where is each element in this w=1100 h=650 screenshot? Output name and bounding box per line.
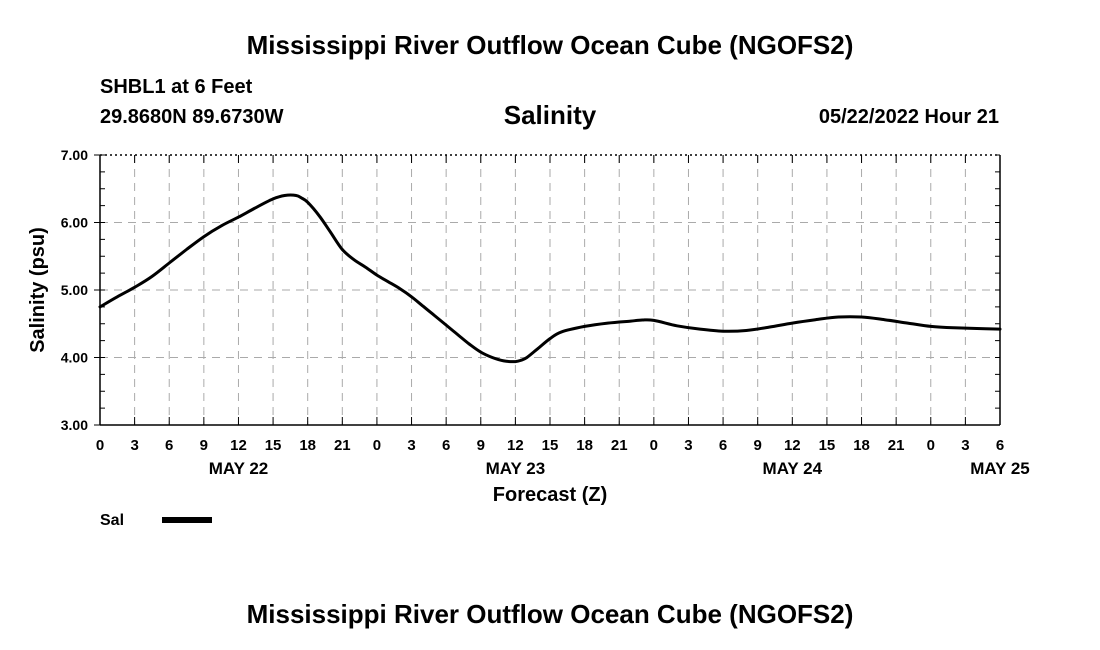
date-label: MAY 25 [970, 459, 1030, 478]
x-tick-label: 0 [96, 437, 104, 454]
x-tick-label: 3 [407, 437, 415, 454]
figure-title: Mississippi River Outflow Ocean Cube (NG… [246, 30, 854, 60]
station-coordinates: 29.8680N 89.6730W [100, 106, 284, 128]
x-tick-label: 15 [265, 437, 282, 454]
x-tick-label: 12 [507, 437, 524, 454]
x-tick-label: 0 [650, 437, 658, 454]
date-label: MAY 24 [763, 459, 823, 478]
x-tick-label: 18 [299, 437, 316, 454]
chart-title: Salinity [503, 100, 597, 130]
x-tick-label: 0 [373, 437, 381, 454]
x-tick-label: 18 [576, 437, 593, 454]
x-tick-label: 9 [754, 437, 762, 454]
x-tick-label: 21 [334, 437, 351, 454]
x-tick-label: 3 [130, 437, 138, 454]
x-tick-label: 3 [684, 437, 692, 454]
y-tick-label: 5.00 [61, 282, 88, 298]
x-tick-label: 9 [200, 437, 208, 454]
x-tick-label: 6 [442, 437, 450, 454]
x-tick-label: 21 [611, 437, 628, 454]
x-axis-label: Forecast (Z) [493, 484, 607, 506]
figure-title-repeat: Mississippi River Outflow Ocean Cube (NG… [246, 599, 854, 629]
y-tick-label: 4.00 [61, 350, 88, 366]
y-tick-label: 7.00 [61, 147, 88, 163]
x-tick-label: 0 [927, 437, 935, 454]
x-tick-label: 21 [888, 437, 905, 454]
x-tick-label: 18 [853, 437, 870, 454]
date-label: MAY 23 [486, 459, 546, 478]
legend-label-sal: Sal [100, 512, 124, 529]
date-label: MAY 22 [209, 459, 269, 478]
x-tick-label: 9 [477, 437, 485, 454]
grid-lines [100, 155, 1000, 425]
y-tick-label: 6.00 [61, 215, 88, 231]
legend-swatch-sal [162, 517, 212, 523]
y-axis-label: Salinity (psu) [27, 227, 49, 353]
x-tick-label: 15 [542, 437, 559, 454]
valid-time: 05/22/2022 Hour 21 [818, 106, 999, 128]
station-label: SHBL1 at 6 Feet [100, 76, 253, 98]
x-tick-label: 12 [230, 437, 247, 454]
series-line-sal [98, 193, 1002, 364]
x-tick-label: 6 [719, 437, 727, 454]
x-tick-label: 3 [961, 437, 969, 454]
x-tick-label: 6 [165, 437, 173, 454]
axis-ticks: 0 3 6 9 12 15 18 21 0 3 6 9 12 15 18 21 0 3 6 9 12 15 18 21 0 3 6 3… [61, 147, 1030, 478]
x-tick-label: 15 [819, 437, 836, 454]
x-tick-label: 6 [996, 437, 1004, 454]
x-tick-label: 12 [784, 437, 801, 454]
y-tick-label: 3.00 [61, 417, 88, 433]
